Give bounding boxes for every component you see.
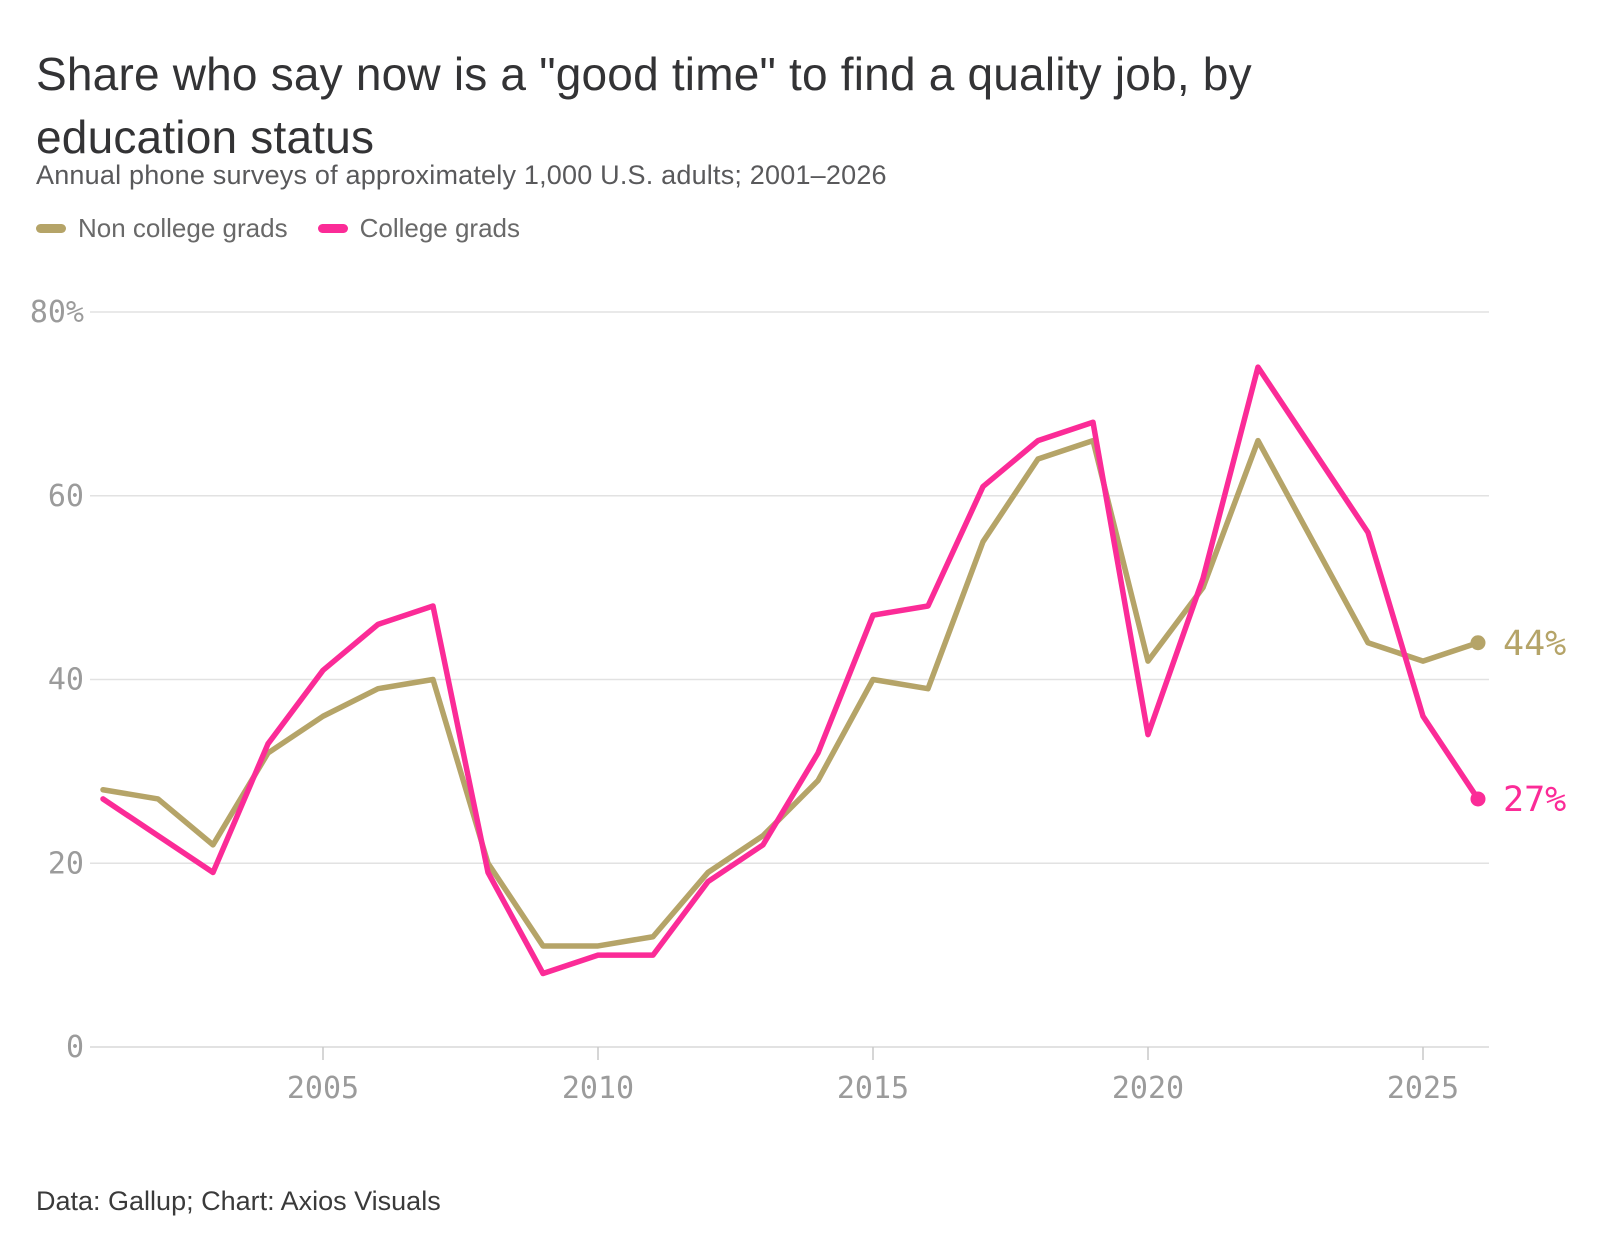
x-tick-label: 2015 — [837, 1071, 909, 1106]
x-tick-label: 2020 — [1112, 1071, 1184, 1106]
y-tick-label: 0 — [66, 1030, 84, 1065]
y-tick-label: 20 — [48, 846, 84, 881]
line-college-grads — [100, 364, 1481, 977]
source-credit: Data: Gallup; Chart: Axios Visuals — [36, 1186, 441, 1216]
chart-subtitle: Annual phone surveys of approximately 1,… — [36, 160, 887, 190]
legend: Non college grads College grads — [36, 213, 520, 244]
x-tick-label: 2025 — [1387, 1071, 1459, 1106]
end-value-label: 44% — [1503, 624, 1566, 664]
college-grads-swatch — [317, 224, 348, 233]
x-tick-label: 2010 — [562, 1071, 634, 1106]
legend-label: Non college grads — [78, 213, 288, 243]
x-tick-label: 2005 — [287, 1071, 359, 1106]
gridlines-group — [90, 311, 1489, 1048]
legend-label: College grads — [359, 213, 521, 243]
end-dot — [1470, 635, 1486, 651]
y-tick-label: 60 — [48, 479, 84, 514]
legend-item-college-grads: College grads — [317, 213, 521, 244]
non-college-grads-swatch — [36, 224, 66, 233]
legend-item-non-college-grads: Non college grads — [36, 213, 288, 244]
x-axis: 2005 2010 2015 2020 2025 — [287, 1047, 1459, 1106]
page-title: Share who say now is a "good time" to fi… — [36, 47, 1252, 164]
line-non-college-grads — [100, 437, 1481, 949]
y-tick-label: 80% — [30, 295, 84, 330]
series-lines — [100, 364, 1481, 977]
y-axis-labels: 0 20 40 60 80% — [30, 295, 84, 1065]
end-dot — [1470, 791, 1486, 807]
y-tick-label: 40 — [48, 663, 84, 698]
end-value-label: 27% — [1503, 780, 1566, 820]
end-labels: 44% 27% — [1470, 624, 1566, 820]
